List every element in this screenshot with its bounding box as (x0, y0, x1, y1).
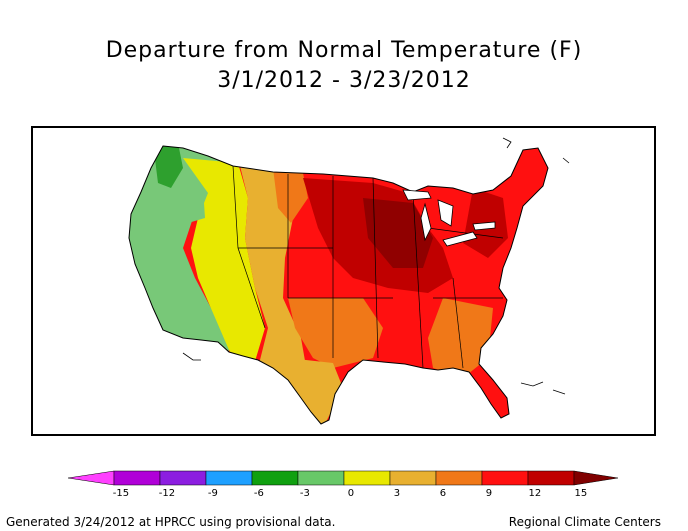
map-frame (31, 126, 656, 436)
us-temperature-map (128, 137, 570, 425)
temperature-anomaly-fill (129, 146, 548, 424)
legend-bin (113, 470, 161, 486)
legend-tick-label: -15 (113, 488, 129, 499)
legend-tick-label: 0 (348, 488, 354, 499)
legend-bin (343, 470, 391, 486)
footer-generated-note: Generated 3/24/2012 at HPRCC using provi… (6, 515, 336, 529)
legend-tick-label: 12 (529, 488, 542, 499)
legend-bin (159, 470, 207, 486)
legend-bin (389, 470, 437, 486)
legend-high-arrow (573, 470, 619, 486)
color-legend: -15 -12 -9 -6 -3 0 3 6 9 12 15 (67, 470, 619, 499)
coastline-islands (182, 137, 570, 395)
map-date-range: 3/1/2012 - 3/23/2012 (217, 68, 471, 93)
legend-bin (435, 470, 483, 486)
legend-bin (297, 470, 345, 486)
map-title: Departure from Normal Temperature (F) (105, 38, 583, 63)
legend-tick-label: 3 (394, 488, 400, 499)
legend-bin (251, 470, 299, 486)
legend-tick-label: -9 (208, 488, 218, 499)
footer-source: Regional Climate Centers (508, 515, 661, 529)
state-boundaries (232, 165, 504, 369)
legend-bin (481, 470, 529, 486)
legend-tick-label: -6 (254, 488, 264, 499)
legend-tick-label: 6 (440, 488, 446, 499)
legend-tick-label: -3 (300, 488, 310, 499)
legend-tick-label: 9 (486, 488, 492, 499)
legend-bin (527, 470, 575, 486)
legend-bin (205, 470, 253, 486)
legend-low-arrow (67, 470, 115, 486)
legend-tick-label: 15 (575, 488, 588, 499)
legend-tick-label: -12 (159, 488, 175, 499)
us-outline (128, 145, 549, 425)
great-lakes (402, 189, 496, 247)
